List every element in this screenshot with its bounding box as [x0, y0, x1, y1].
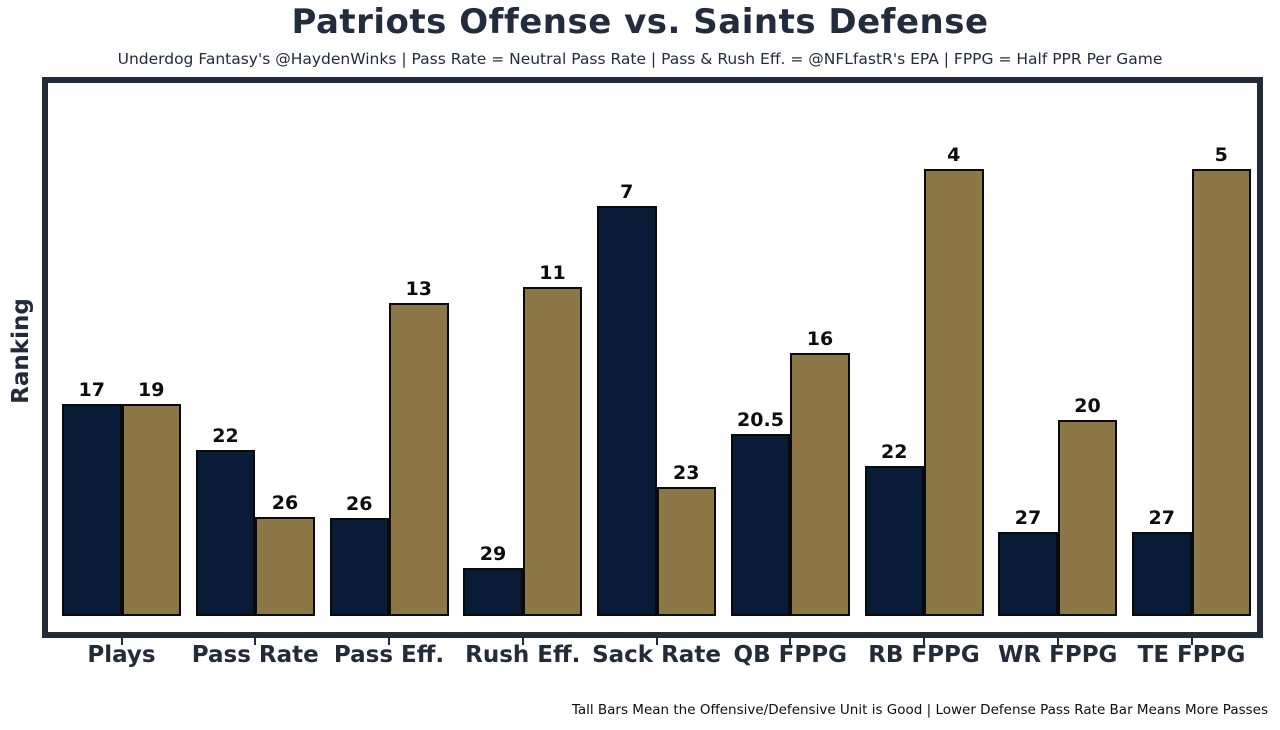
bar-value-label: 22	[881, 441, 908, 463]
bar-value-label: 17	[78, 379, 105, 401]
bar-value-label: 20	[1074, 395, 1101, 417]
x-axis-label-plays: Plays	[87, 642, 156, 668]
x-axis-label-te-fppg: TE FPPG	[1137, 642, 1246, 668]
offense-bar-plays	[62, 404, 122, 616]
x-axis-label-qb-fppg: QB FPPG	[733, 642, 847, 668]
defense-bar-qb-fppg	[790, 353, 850, 616]
offense-bar-qb-fppg	[730, 434, 791, 616]
offense-bar-rush-eff-	[463, 568, 523, 616]
offense-bar-wr-fppg	[998, 532, 1058, 616]
bars-layer: 17 19 22 26 26 13 29 11 7 23 20.5 16 22 4 27 20 27 5	[48, 83, 1257, 632]
bar-value-label: 27	[1014, 507, 1042, 529]
bar-value-label: 19	[138, 379, 165, 401]
x-axis-label-pass-eff-: Pass Eff.	[333, 642, 445, 668]
bar-value-label: 27	[1148, 507, 1175, 529]
x-axis-tick	[1190, 638, 1193, 645]
chart-footnote: Tall Bars Mean the Offensive/Defensive U…	[571, 702, 1268, 718]
defense-bar-plays	[121, 404, 181, 616]
bar-value-label: 11	[539, 262, 566, 284]
offense-bar-pass-rate	[195, 450, 256, 616]
bar-value-label: 7	[620, 181, 634, 203]
x-axis-label-wr-fppg: WR FPPG	[998, 642, 1118, 668]
x-axis-label-rush-eff-: Rush Eff.	[465, 642, 581, 668]
offense-bar-pass-eff-	[329, 518, 389, 616]
offense-bar-rb-fppg	[864, 466, 924, 616]
defense-bar-pass-eff-	[389, 303, 449, 616]
x-axis-tick	[388, 638, 390, 645]
defense-bar-wr-fppg	[1057, 420, 1118, 616]
offense-bar-sack-rate	[597, 206, 657, 616]
defense-bar-pass-rate	[255, 517, 315, 616]
x-axis-tick	[120, 638, 123, 645]
plot-area: 17 19 22 26 26 13 29 11 7 23 20.5 16 22 4 27 20 27 5	[42, 77, 1263, 638]
bar-value-label: 23	[673, 462, 700, 484]
defense-bar-sack-rate	[656, 487, 716, 616]
bar-value-label: 29	[479, 543, 507, 565]
bar-value-label: 4	[947, 144, 961, 166]
chart-title: Patriots Offense vs. Saints Defense	[291, 2, 989, 42]
y-axis-label: Ranking	[8, 298, 34, 404]
x-axis-label-pass-rate: Pass Rate	[191, 642, 319, 668]
bar-value-label: 26	[346, 493, 373, 515]
offense-bar-te-fppg	[1132, 532, 1192, 616]
chart-subtitle: Underdog Fantasy's @HaydenWinks | Pass R…	[117, 50, 1163, 68]
x-axis-label-sack-rate: Sack Rate	[592, 642, 721, 668]
x-axis-tick	[254, 638, 257, 645]
defense-bar-rb-fppg	[924, 169, 984, 616]
bar-value-label: 13	[405, 278, 432, 300]
bar-value-label: 16	[806, 328, 834, 350]
defense-bar-rush-eff-	[522, 287, 583, 616]
bar-value-label: 26	[271, 492, 299, 514]
x-axis-tick	[789, 638, 792, 645]
x-axis-tick	[1056, 638, 1059, 645]
bar-value-label: 5	[1214, 144, 1228, 166]
x-axis-tick	[521, 638, 524, 645]
x-axis-tick	[923, 638, 925, 645]
x-axis-tick	[655, 638, 658, 645]
defense-bar-te-fppg	[1191, 169, 1251, 616]
bar-value-label: 22	[212, 425, 239, 447]
x-axis-label-rb-fppg: RB FPPG	[868, 642, 980, 668]
bar-value-label: 20.5	[737, 409, 784, 431]
